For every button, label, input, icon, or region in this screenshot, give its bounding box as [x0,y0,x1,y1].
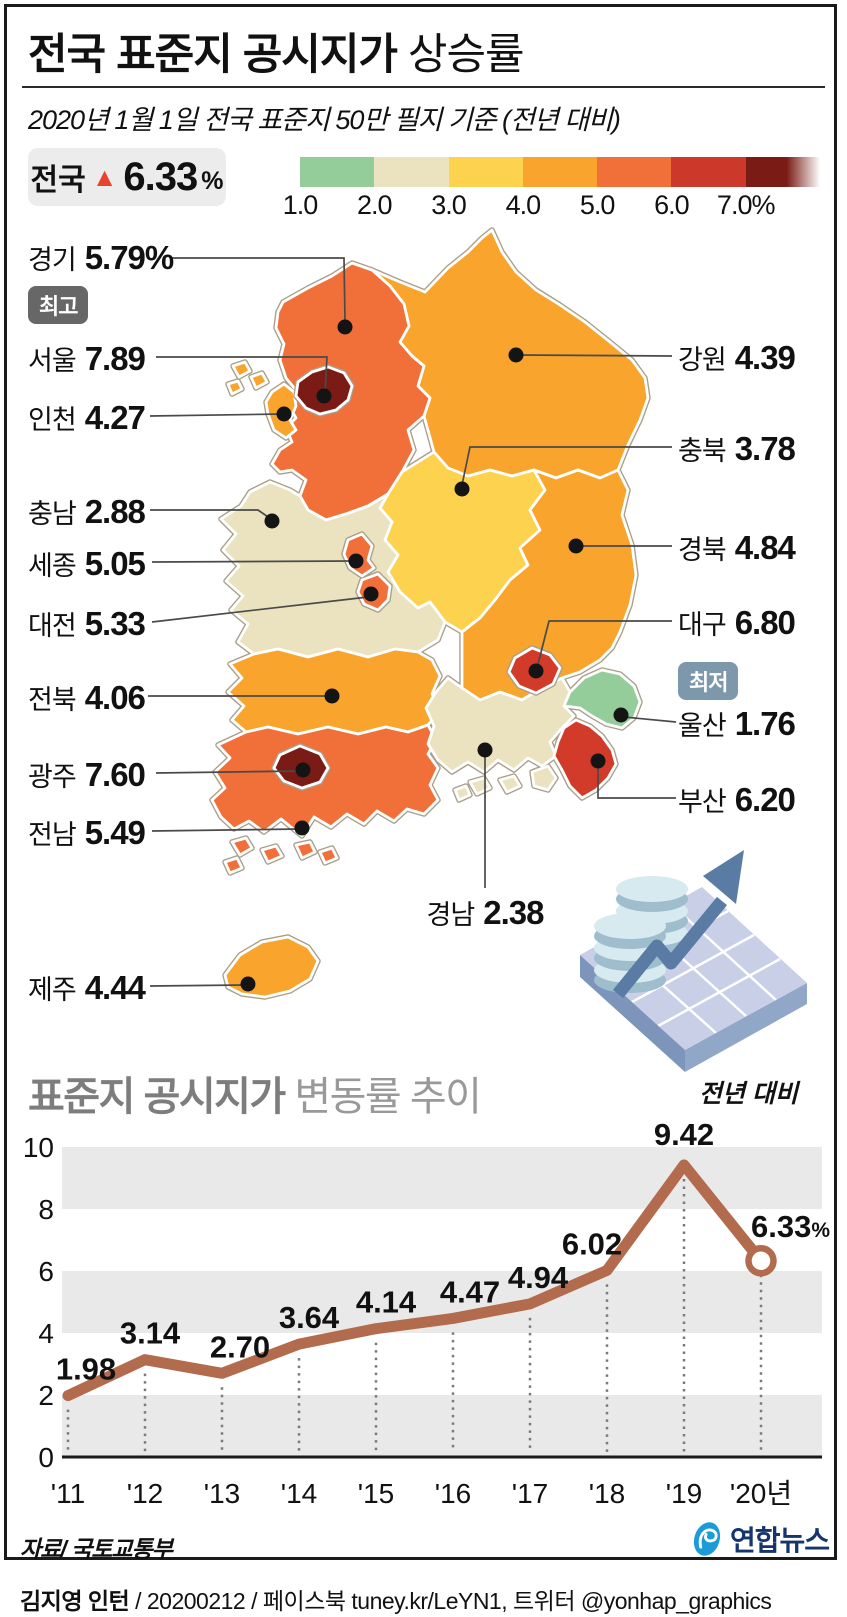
svg-text:'15: '15 [358,1478,395,1509]
label-chungbuk: 충북 3.78 [678,430,796,467]
legend-segment [448,157,523,187]
legend-tick: 1.0 [282,190,319,220]
label-incheon: 인천 4.27 [28,399,146,436]
yonhap-logo-icon [693,1522,721,1556]
svg-text:'12: '12 [127,1478,164,1509]
svg-text:3.64: 3.64 [279,1300,340,1335]
svg-text:0: 0 [38,1442,54,1473]
rising-arrow-shaft [612,896,728,999]
title-divider [22,86,825,88]
legend-segment [671,157,746,187]
land-price-illustration [580,850,807,1072]
label-gyeongbuk: 경북 4.84 [678,529,796,566]
svg-text:9.42: 9.42 [654,1117,714,1152]
legend-segment [597,157,672,187]
svg-text:'20년: '20년 [730,1478,792,1509]
trend-line-chart: 10 8 6 4 2 0 '11 '12 '13 '14 '15 '16 '17 '18 '19 '20년 1.… [23,1117,831,1509]
svg-text:'13: '13 [204,1478,241,1509]
legend-tick: 3.0 [431,190,467,220]
credit-line: 김지영 인턴 / 20200212 / 페이스북 tuney.kr/LeYN1,… [20,1588,772,1614]
up-triangle-icon: ▲ [91,161,118,192]
label-ulsan: 울산 1.76 [678,705,796,742]
label-chungnam: 충남 2.88 [28,493,146,530]
svg-text:'19: '19 [666,1478,703,1509]
svg-text:8: 8 [38,1194,54,1225]
label-gangwon: 강원 4.39 [678,339,796,376]
illustration-caption: 전년 대비 [699,1080,798,1108]
national-badge-label: 전국 [30,164,86,197]
lowest-badge: 최저 [678,662,739,700]
svg-text:4: 4 [38,1318,54,1349]
legend-segment [522,157,598,187]
svg-text:'18: '18 [589,1478,626,1509]
svg-text:'16: '16 [435,1478,472,1509]
title-post: 상승률 [396,31,525,79]
legend-tick: 7.0% [716,190,776,220]
legend-segment [374,157,449,187]
chart-title: 표준지 공시지가 변동률 추이 [28,1075,482,1119]
svg-text:3.14: 3.14 [120,1316,181,1351]
map-callouts [148,257,677,992]
subtitle: 2020년 1월 1일 전국 표준지 50만 필지 기준 (전년 대비) [28,105,621,135]
label-gwangju: 광주 7.60 [28,756,146,793]
svg-text:6.02: 6.02 [562,1226,622,1261]
label-gyeongnam: 경남 2.38 [426,894,545,931]
label-jeju: 제주 4.44 [28,969,146,1006]
label-jeonbuk: 전북 4.06 [28,679,146,716]
color-scale [300,157,820,187]
label-busan: 부산 6.20 [678,781,796,818]
color-scale-ticks: 1.0 2.0 3.0 4.0 5.0 6.0 7.0% [283,190,820,220]
svg-text:4.14: 4.14 [356,1285,417,1320]
legend-tick: 5.0 [579,190,616,220]
svg-text:2: 2 [38,1380,54,1411]
svg-text:4.47: 4.47 [440,1274,500,1309]
legend-tick: 4.0 [505,190,542,220]
highest-badge: 최고 [28,286,89,324]
svg-text:1.98: 1.98 [56,1352,116,1387]
svg-text:6.33%: 6.33% [751,1209,830,1244]
yonhap-logo-text: 연합뉴스 [729,1525,830,1556]
title-strong: 표준지 공시지가 [116,31,398,79]
legend-tick: 2.0 [357,190,393,220]
graphic-border [4,4,837,1560]
page-title: 전국 표준지 공시지가 상승률 [28,20,525,82]
title-pre: 전국 [28,31,117,79]
label-daejeon: 대전 5.33 [28,605,146,642]
rising-arrow-head [703,850,744,904]
svg-text:'17: '17 [512,1478,549,1509]
national-badge-value: 6.33 [123,154,198,199]
label-jeonnam: 전남 5.49 [28,814,146,851]
svg-text:10: 10 [23,1132,54,1163]
national-badge-unit: % [201,166,224,195]
label-sejong: 세종 5.05 [28,545,146,582]
legend-segment [745,157,820,187]
legend-tick: 6.0 [654,190,690,220]
legend-segment [300,157,375,187]
svg-text:2.70: 2.70 [210,1329,270,1364]
yonhap-logo: 연합뉴스 [689,1518,830,1560]
label-daegu: 대구 6.80 [678,604,796,641]
svg-text:'14: '14 [281,1478,318,1509]
svg-text:6: 6 [38,1256,54,1287]
label-gyeonggi: 경기 5.79% [28,239,174,276]
svg-text:'11: '11 [51,1478,85,1509]
label-seoul: 서울 7.89 [28,340,146,377]
source-note: 자료/ 국토교통부 [20,1536,173,1562]
platform-side-right [685,983,807,1072]
svg-text:4.94: 4.94 [508,1260,569,1295]
national-rate-badge: 전국 ▲ 6.33 % [28,148,226,206]
